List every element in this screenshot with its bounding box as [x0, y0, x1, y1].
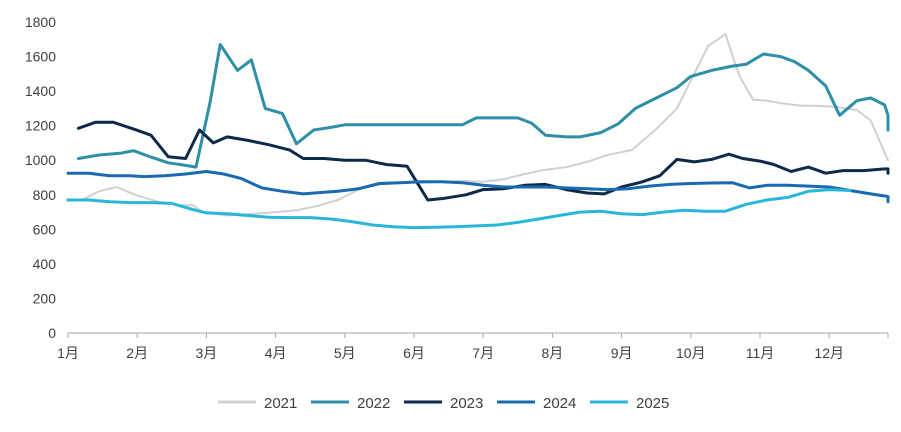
x-tick-label: 7月 — [472, 345, 494, 361]
y-tick-label: 1400 — [25, 83, 56, 99]
series-line-2025 — [66, 188, 852, 230]
series-layer — [66, 33, 890, 230]
legend: 2021 2022 2023 2024 2025 — [218, 395, 669, 412]
y-tick-label: 1800 — [25, 14, 56, 30]
legend-label: 2022 — [357, 395, 390, 412]
x-axis: 1月 2月 3月 4月 5月 6月 7月 8月 9月 10月 11月 12月 — [57, 332, 889, 361]
x-tick-label: 6月 — [403, 345, 425, 361]
x-tick-label: 5月 — [334, 345, 356, 361]
x-tick-label: 2月 — [126, 345, 148, 361]
series-line-2024 — [66, 170, 890, 204]
x-tick-label: 4月 — [265, 345, 287, 361]
legend-label: 2023 — [450, 395, 483, 412]
x-tick-label: 9月 — [611, 345, 633, 361]
y-tick-label: 1000 — [25, 152, 56, 168]
series-line-2022 — [76, 43, 890, 169]
y-tick-label: 1200 — [25, 118, 56, 134]
y-tick-label: 800 — [33, 187, 57, 203]
x-tick-label: 3月 — [196, 345, 218, 361]
y-tick-label: 400 — [33, 256, 57, 272]
y-axis: 0 200 400 600 800 1000 1200 1400 1600 1800 — [25, 14, 56, 341]
series-line-2021 — [67, 33, 889, 217]
legend-label: 2024 — [543, 395, 576, 412]
x-tick-label: 12月 — [814, 345, 844, 361]
legend-label: 2025 — [636, 395, 669, 412]
legend-label: 2021 — [264, 395, 297, 412]
x-tick-label: 8月 — [542, 345, 564, 361]
x-tick-label: 10月 — [676, 345, 706, 361]
series-line-2023 — [76, 120, 890, 202]
y-tick-label: 600 — [33, 221, 57, 237]
x-tick-label: 1月 — [57, 345, 79, 361]
y-tick-label: 1600 — [25, 49, 56, 65]
x-tick-label: 11月 — [746, 345, 775, 361]
y-tick-label: 0 — [48, 325, 56, 341]
y-tick-label: 200 — [33, 290, 57, 306]
